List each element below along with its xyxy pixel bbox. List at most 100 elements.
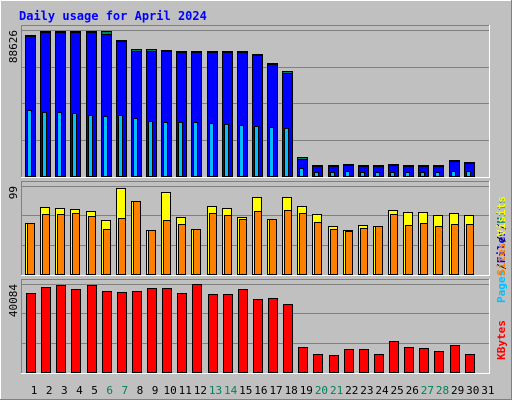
bar-pages-day-22 xyxy=(345,171,350,177)
bar-kbytes-day-11 xyxy=(177,293,187,373)
x-tick-label: 16 xyxy=(254,384,267,397)
bar-sites-day-1 xyxy=(27,223,35,275)
x-tick-label: 30 xyxy=(466,384,479,397)
bar-pages-day-27 xyxy=(420,172,425,177)
bar-kbytes-day-10 xyxy=(162,288,172,373)
bar-kbytes-day-13 xyxy=(208,294,218,373)
x-tick-label: 25 xyxy=(390,384,403,397)
bar-pages-day-18 xyxy=(284,128,289,177)
bar-sites-day-13 xyxy=(209,213,217,275)
legend-entry: KBytes xyxy=(495,320,508,360)
bar-sites-day-6 xyxy=(103,229,111,275)
bar-sites-day-16 xyxy=(254,211,262,275)
bar-sites-day-28 xyxy=(435,226,443,275)
x-tick-label: 20 xyxy=(315,384,328,397)
bar-kbytes-day-3 xyxy=(56,285,66,373)
bar-kbytes-day-2 xyxy=(41,287,51,373)
bar-pages-day-8 xyxy=(133,118,138,177)
bar-kbytes-day-14 xyxy=(223,294,233,373)
chart-title: Daily usage for April 2024 xyxy=(19,9,207,23)
legend-visits-sites: Sites/Visits xyxy=(495,196,508,276)
bar-sites-day-29 xyxy=(451,224,459,275)
bar-kbytes-day-21 xyxy=(329,355,339,373)
bar-pages-day-14 xyxy=(224,124,229,177)
bar-kbytes-day-28 xyxy=(434,351,444,373)
bar-pages-day-25 xyxy=(390,172,395,177)
x-tick-label: 31 xyxy=(481,384,494,397)
x-tick-label: 1 xyxy=(31,384,38,397)
x-tick-label: 8 xyxy=(137,384,144,397)
bar-pages-day-9 xyxy=(148,121,153,177)
x-tick-label: 27 xyxy=(421,384,434,397)
legend-entry: Hits xyxy=(495,197,508,224)
bar-kbytes-day-20 xyxy=(313,354,323,373)
bar-sites-day-14 xyxy=(224,215,232,275)
bar-sites-day-25 xyxy=(390,214,398,275)
bar-pages-day-19 xyxy=(299,168,304,177)
bar-pages-day-2 xyxy=(42,112,47,177)
bar-sites-day-24 xyxy=(375,226,383,275)
bar-kbytes-day-29 xyxy=(450,345,460,373)
x-tick-label: 18 xyxy=(285,384,298,397)
legend-entry: / xyxy=(495,236,508,243)
bar-sites-day-21 xyxy=(330,229,338,275)
bar-pages-day-5 xyxy=(88,115,93,177)
bar-kbytes-day-22 xyxy=(344,349,354,373)
x-tick-label: 4 xyxy=(76,384,83,397)
y-max-label: 99 xyxy=(7,186,20,199)
bar-pages-day-15 xyxy=(239,125,244,177)
bar-pages-day-29 xyxy=(451,171,456,177)
bar-sites-day-19 xyxy=(299,213,307,275)
bar-sites-day-3 xyxy=(57,214,65,275)
legend-hits-files-pages: Pages/Files/Hits xyxy=(495,197,508,303)
x-tick-label: 14 xyxy=(224,384,238,397)
bar-kbytes-day-5 xyxy=(87,285,97,373)
bar-pages-day-23 xyxy=(360,172,365,177)
bar-sites-day-10 xyxy=(163,220,171,275)
bar-sites-day-12 xyxy=(193,229,201,275)
panel-kbytes: 40084 KBytes xyxy=(7,279,508,374)
x-tick-label: 23 xyxy=(360,384,373,397)
bar-kbytes-day-1 xyxy=(26,293,36,373)
bar-kbytes-day-30 xyxy=(465,354,475,373)
bar-kbytes-day-25 xyxy=(389,341,399,373)
bar-sites-day-22 xyxy=(345,231,353,275)
bar-sites-day-4 xyxy=(72,213,80,275)
legend-entry: Visits xyxy=(495,196,508,236)
y-max-label: 40084 xyxy=(7,284,20,317)
x-tick-label: 29 xyxy=(451,384,464,397)
bar-kbytes-day-15 xyxy=(238,289,248,373)
bar-kbytes-day-9 xyxy=(147,288,157,373)
x-tick-label: 22 xyxy=(345,384,358,397)
bar-kbytes-day-27 xyxy=(419,348,429,373)
bar-sites-day-23 xyxy=(360,228,368,275)
bar-pages-day-12 xyxy=(193,122,198,177)
bar-pages-day-24 xyxy=(375,172,380,177)
bar-sites-day-2 xyxy=(42,214,50,275)
x-tick-label: 9 xyxy=(152,384,159,397)
bar-pages-day-16 xyxy=(254,126,259,177)
bar-pages-day-13 xyxy=(209,123,214,177)
bar-sites-day-15 xyxy=(239,219,247,275)
bar-pages-day-30 xyxy=(466,171,471,177)
x-tick-label: 11 xyxy=(179,384,192,397)
legend-entry: Sites xyxy=(495,243,508,276)
bar-sites-day-20 xyxy=(314,222,322,275)
bar-sites-day-8 xyxy=(133,201,141,275)
bar-kbytes-day-12 xyxy=(192,284,202,373)
bar-kbytes-day-8 xyxy=(132,291,142,373)
x-tick-label: 5 xyxy=(91,384,98,397)
bar-kbytes-day-6 xyxy=(102,291,112,373)
bar-kbytes-day-24 xyxy=(374,354,384,373)
x-tick-label: 19 xyxy=(300,384,313,397)
bar-kbytes-day-16 xyxy=(253,299,263,373)
bar-sites-day-18 xyxy=(284,210,292,275)
bar-sites-day-7 xyxy=(118,218,126,275)
x-tick-label: 15 xyxy=(239,384,252,397)
bar-pages-day-20 xyxy=(314,172,319,177)
bar-kbytes-day-18 xyxy=(283,304,293,373)
legend-entry: / xyxy=(495,223,508,230)
